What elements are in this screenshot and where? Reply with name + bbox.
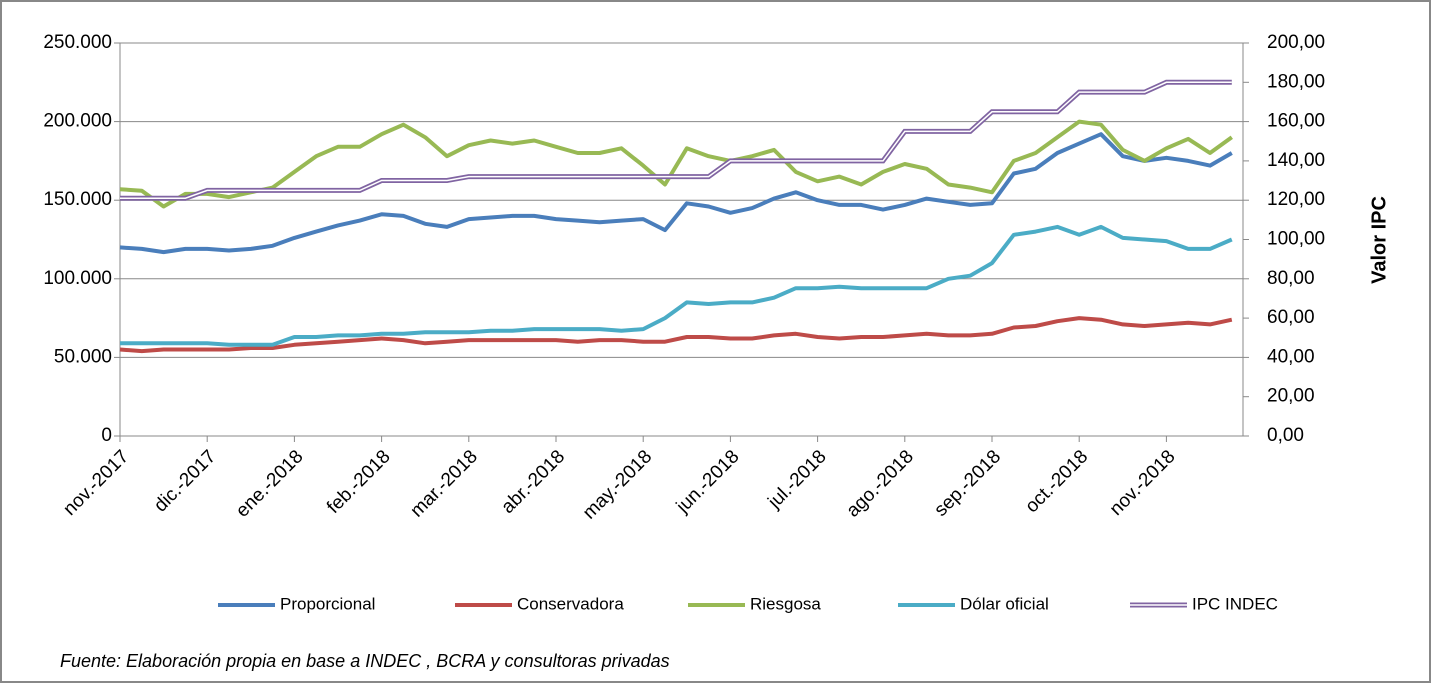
y2-tick-label: 0,00 — [1267, 425, 1304, 446]
y2-axis-label: Valor IPC — [1368, 196, 1390, 284]
y-tick-label: 50.000 — [54, 346, 112, 367]
y2-tick-label: 180,00 — [1267, 71, 1325, 92]
y2-tick-label: 160,00 — [1267, 111, 1325, 132]
legend-label: Proporcional — [280, 594, 375, 613]
series-line — [119, 132, 1233, 255]
legend-label: Conservadora — [517, 594, 624, 613]
y2-tick-label: 20,00 — [1267, 386, 1315, 407]
y2-tick-label: 80,00 — [1267, 268, 1315, 289]
series-line — [119, 316, 1233, 354]
y2-tick-label: 120,00 — [1267, 189, 1325, 210]
source-note: Fuente: Elaboración propia en base a IND… — [60, 651, 670, 671]
series-line — [120, 224, 1233, 347]
y-tick-label: 250.000 — [43, 32, 112, 53]
y-tick-label: 200.000 — [43, 111, 112, 132]
legend-label: IPC INDEC — [1192, 594, 1278, 613]
y2-tick-label: 140,00 — [1267, 150, 1325, 171]
legend-label: Riesgosa — [750, 594, 821, 613]
legend-label: Dólar oficial — [960, 594, 1049, 613]
y2-tick-label: 200,00 — [1267, 32, 1325, 53]
y2-tick-label: 100,00 — [1267, 229, 1325, 250]
y-tick-label: 100.000 — [43, 268, 112, 289]
y-tick-label: 150.000 — [43, 189, 112, 210]
y-tick-label: 0 — [101, 425, 112, 446]
y2-tick-label: 40,00 — [1267, 346, 1315, 367]
ipc-line-inner — [120, 81, 1232, 199]
y2-tick-label: 60,00 — [1267, 307, 1315, 328]
series-line — [119, 119, 1233, 209]
